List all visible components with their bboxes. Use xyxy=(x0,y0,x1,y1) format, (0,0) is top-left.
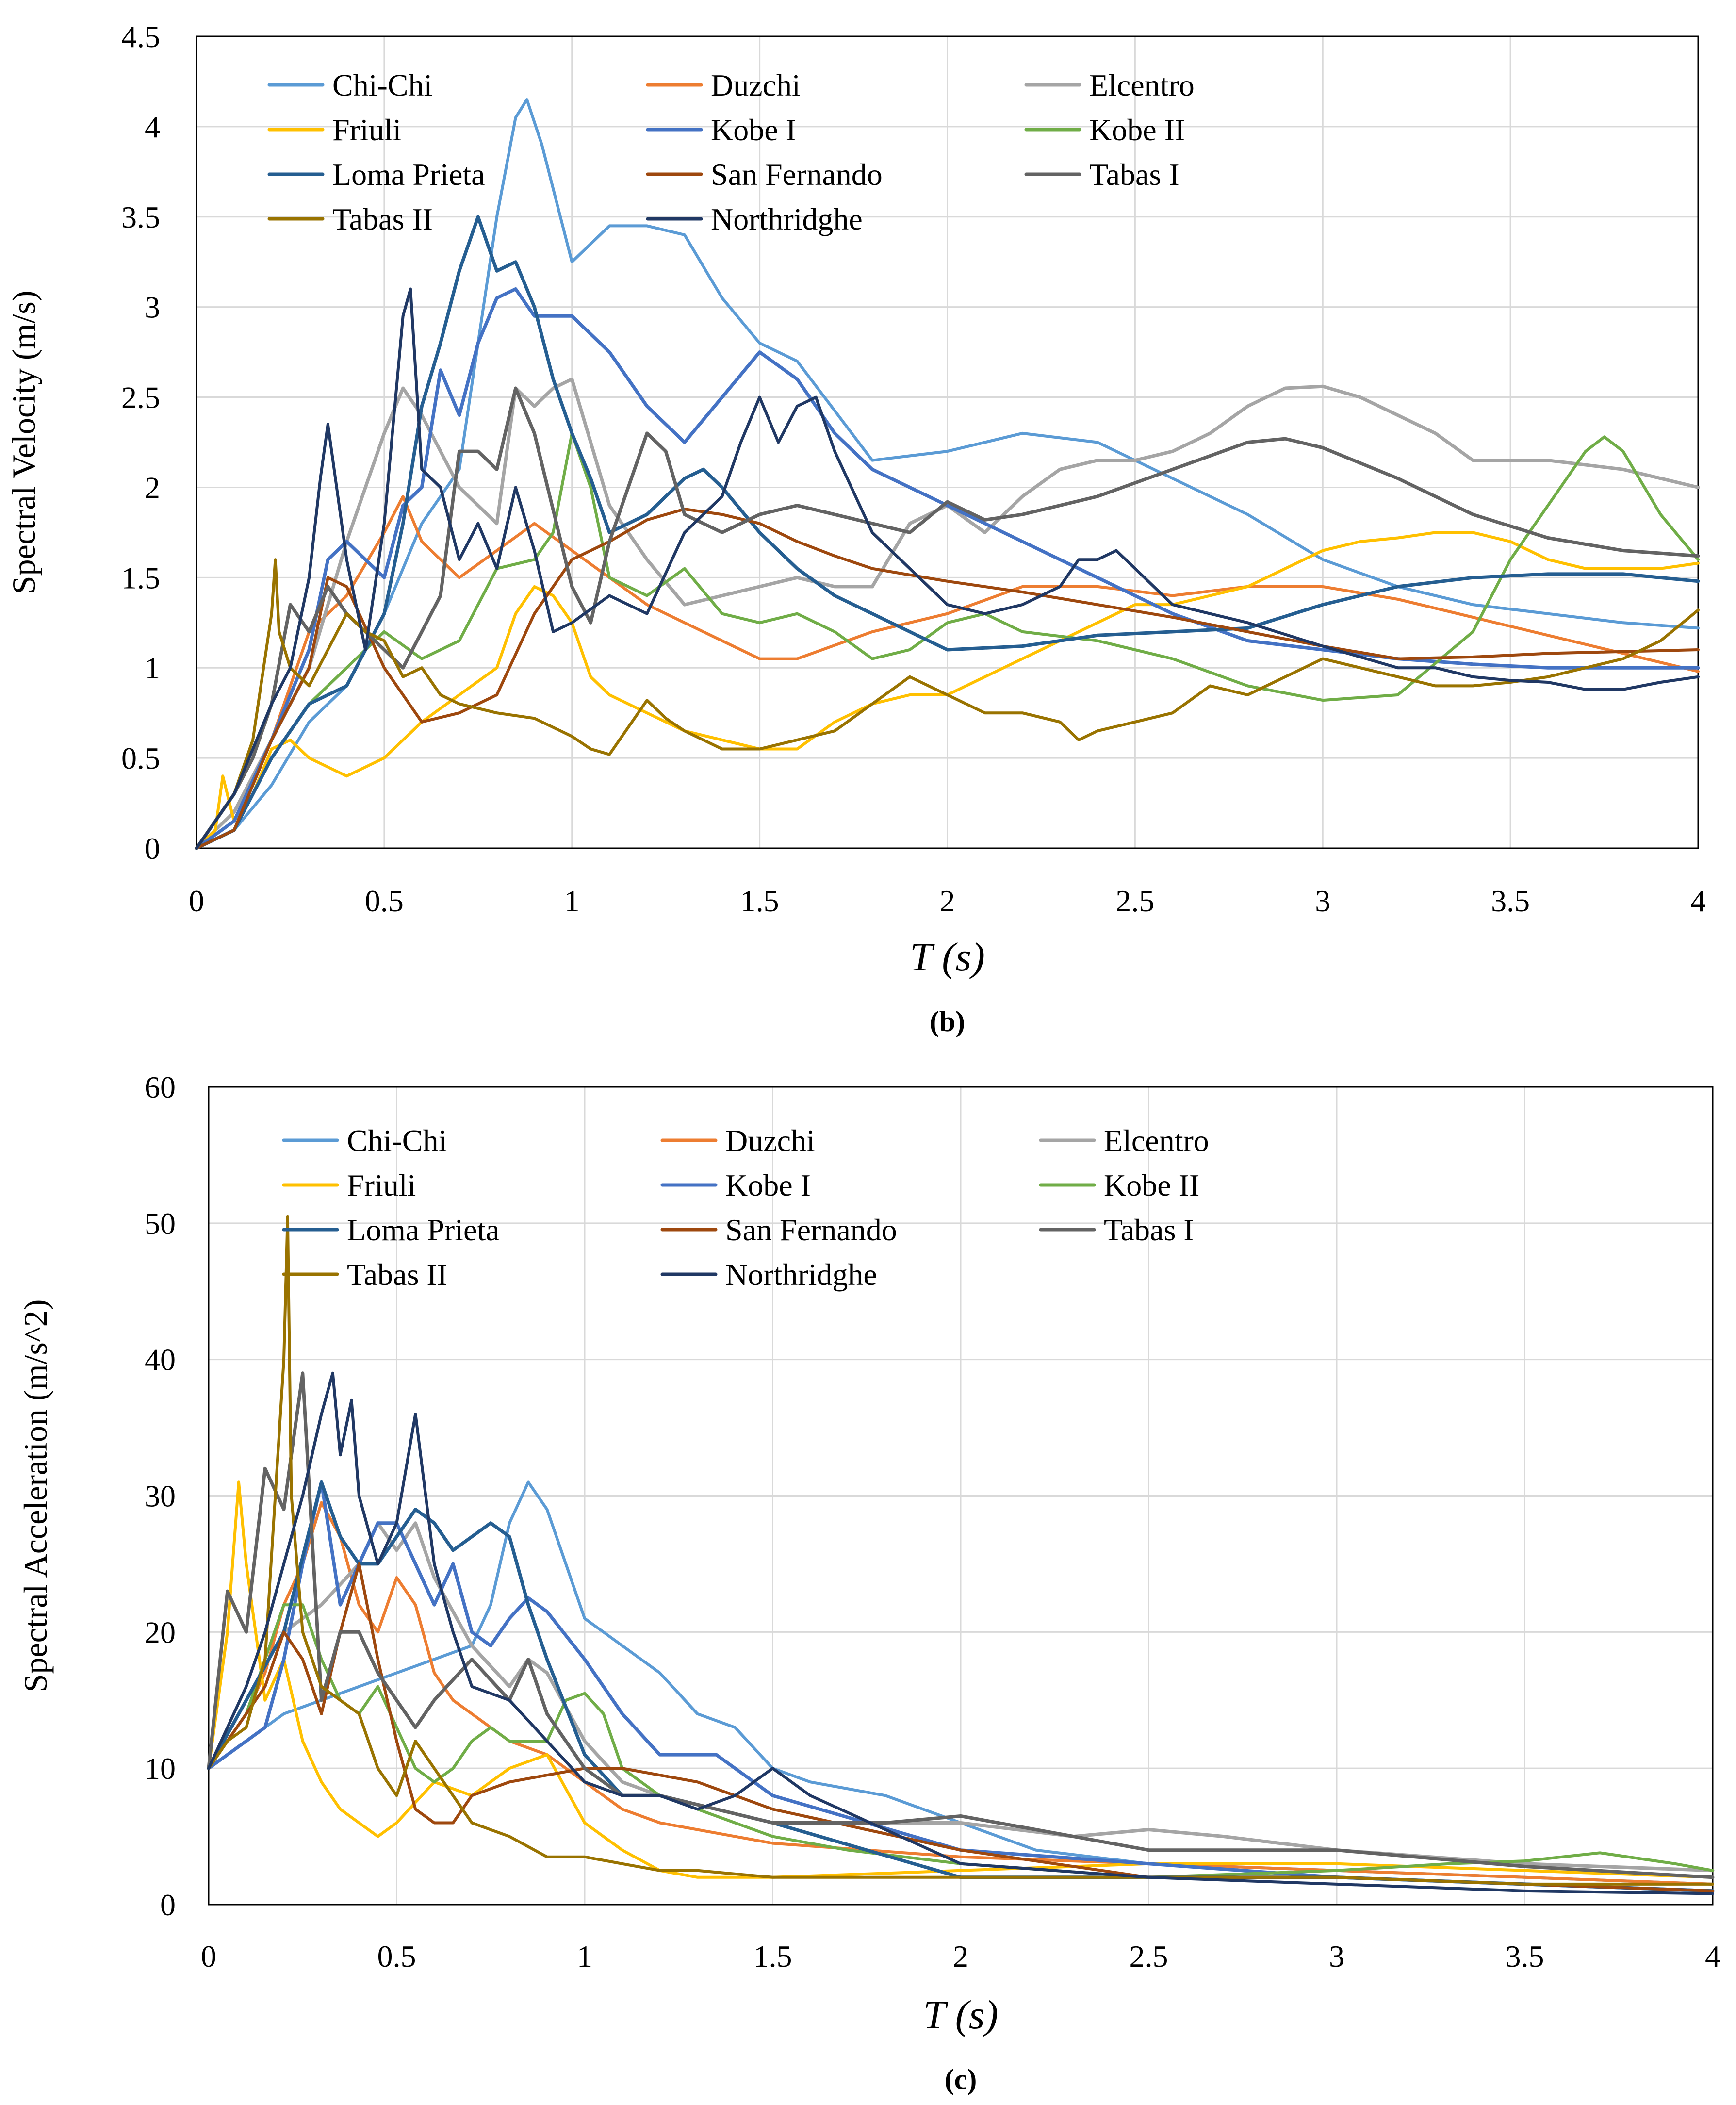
panel-b-y-tick-labels: 0 0.5 1 1.5 2 2.5 3 3.5 4 4.5 xyxy=(121,19,160,866)
panel-b-y-tick-label: 0 xyxy=(145,831,160,866)
panel-c-y-axis-label: Spectral Acceleration (m/s^2) xyxy=(17,1299,54,1693)
panel-c-y-tick-labels: 0 10 20 30 40 50 60 xyxy=(145,1070,176,1922)
panel-c-x-tick-label: 2 xyxy=(953,1939,968,1973)
panel-c-series-elcentro-line xyxy=(207,1521,1715,1873)
panel-b-x-tick-label: 3.5 xyxy=(1491,884,1530,918)
panel-b-legend-label-kobe-i: Kobe I xyxy=(711,113,796,147)
panel-b-caption: (b) xyxy=(930,1005,965,1037)
panel-b-x-tick-label: 1 xyxy=(564,884,580,918)
panel-b-legend-label-tabas-ii: Tabas II xyxy=(332,202,433,236)
panel-b-x-tick-label: 0 xyxy=(189,884,204,918)
panel-c-y-tick-label: 10 xyxy=(145,1751,176,1786)
panel-c-series-layer xyxy=(207,1215,1715,1895)
panel-c-legend-label-san-fernando: San Fernando xyxy=(725,1213,897,1247)
panel-c-x-axis-label: T (s) xyxy=(923,1992,999,2038)
panel-c-series-tabas-i-line xyxy=(207,1371,1715,1879)
panel-c-x-tick-label: 1.5 xyxy=(753,1939,792,1973)
panel-c-y-tick-label: 50 xyxy=(145,1206,176,1241)
panel-b-series-friuli-line xyxy=(195,531,1700,850)
panel-c-y-tick-label: 20 xyxy=(145,1615,176,1649)
panel-c-y-tick-label: 40 xyxy=(145,1343,176,1377)
panel-b-plot-area xyxy=(196,35,1699,849)
panel-b-legend-label-chi-chi: Chi-Chi xyxy=(332,68,432,102)
panel-b-legend-label-duzchi: Duzchi xyxy=(711,68,801,102)
panel-b-legend-label-san-fernando: San Fernando xyxy=(711,157,883,192)
panel-c-spectral-acceleration-chart: 0 0.5 1 1.5 2 2.5 3 3.5 4 0 10 20 30 40 50 60 Spectral… xyxy=(17,1070,1720,2095)
panel-c-legend-label-friuli: Friuli xyxy=(347,1168,416,1202)
panel-b-x-tick-labels: 0 0.5 1 1.5 2 2.5 3 3.5 4 xyxy=(189,884,1706,918)
panel-b-x-tick-label: 4 xyxy=(1690,884,1706,918)
panel-c-x-tick-label: 1 xyxy=(577,1939,592,1973)
panel-c-series-friuli-line xyxy=(207,1480,1714,1879)
panel-b-legend-label-tabas-i: Tabas I xyxy=(1089,157,1179,192)
panel-b-series-kobe-ii-line xyxy=(195,431,1700,850)
panel-c-legend-label-tabas-ii: Tabas II xyxy=(347,1257,447,1292)
panel-b-y-tick-label: 2 xyxy=(145,470,160,505)
panel-c-legend-label-chi-chi: Chi-Chi xyxy=(347,1123,447,1158)
panel-b-y-tick-label: 3.5 xyxy=(121,200,160,234)
panel-b-x-tick-label: 1.5 xyxy=(740,884,779,918)
panel-b-legend-label-kobe-ii: Kobe II xyxy=(1089,113,1185,147)
panel-c-legend-label-kobe-i: Kobe I xyxy=(725,1168,811,1202)
panel-c-x-tick-label: 4 xyxy=(1705,1939,1720,1973)
panel-c-y-tick-label: 60 xyxy=(145,1070,176,1104)
panel-b-legend-label-elcentro: Elcentro xyxy=(1089,68,1195,102)
panel-c-plot-area xyxy=(208,1086,1714,1906)
panel-c-legend-label-tabas-i: Tabas I xyxy=(1104,1213,1194,1247)
panel-c-y-tick-label: 30 xyxy=(145,1479,176,1513)
panel-b-x-axis-label: T (s) xyxy=(910,935,985,980)
panel-c-caption: (c) xyxy=(945,2063,977,2095)
panel-b-y-tick-label: 0.5 xyxy=(121,741,160,775)
panel-b-series-kobe-i-line xyxy=(195,287,1700,850)
panel-b-series-layer xyxy=(195,98,1700,850)
panel-c-x-tick-label: 0.5 xyxy=(377,1939,416,1973)
panel-c-series-chi-chi-line xyxy=(207,1480,1714,1886)
panel-b-y-tick-label: 4 xyxy=(145,110,160,144)
panel-b-y-axis-label: Spectral Velocity (m/s) xyxy=(5,291,42,594)
panel-c-legend-label-duzchi: Duzchi xyxy=(725,1123,815,1158)
panel-b-y-tick-label: 4.5 xyxy=(121,19,160,54)
panel-c-legend-label-loma-prieta: Loma Prieta xyxy=(347,1213,500,1247)
panel-b-series-duzchi-line xyxy=(195,495,1700,850)
panel-c-legend-label-kobe-ii: Kobe II xyxy=(1104,1168,1199,1202)
panel-b-series-tabas-i-line xyxy=(195,386,1700,850)
panel-c-series-northridghe-line xyxy=(207,1371,1714,1895)
panel-b-x-tick-label: 2.5 xyxy=(1115,884,1154,918)
panel-c-legend-label-elcentro: Elcentro xyxy=(1104,1123,1209,1158)
panel-b-y-tick-label: 3 xyxy=(145,290,160,325)
panel-b-y-tick-label: 1.5 xyxy=(121,560,160,595)
panel-c-x-tick-label: 3 xyxy=(1329,1939,1344,1973)
panel-b-legend-label-northridghe: Northridghe xyxy=(711,202,863,236)
panel-b-y-tick-label: 1 xyxy=(145,651,160,685)
panel-b-spectral-velocity-chart: 0 0.5 1 1.5 2 2.5 3 3.5 4 0 0.5 1 1.5 2 2.5 3 3.5 4 4.5 S… xyxy=(5,19,1706,1037)
panel-c-x-tick-labels: 0 0.5 1 1.5 2 2.5 3 3.5 4 xyxy=(201,1939,1720,1973)
panel-c-x-tick-label: 3.5 xyxy=(1506,1939,1544,1973)
panel-b-legend-label-loma-prieta: Loma Prieta xyxy=(332,157,485,192)
panel-c-series-tabas-ii-line xyxy=(207,1215,1714,1886)
panel-c-x-tick-label: 2.5 xyxy=(1130,1939,1168,1973)
panel-b-series-northridghe-line xyxy=(195,287,1700,850)
panel-c-x-tick-label: 0 xyxy=(201,1939,216,1973)
panel-b-legend: Chi-Chi Duzchi Elcentro Friuli Kobe I Kobe II… xyxy=(267,68,1195,236)
panel-b-x-tick-label: 3 xyxy=(1315,884,1330,918)
panel-b-x-tick-label: 0.5 xyxy=(365,884,404,918)
panel-b-x-tick-label: 2 xyxy=(940,884,955,918)
panel-c-legend: Chi-Chi Duzchi Elcentro Friuli Kobe I Kobe II… xyxy=(282,1123,1209,1292)
panel-b-series-tabas-ii-line xyxy=(195,558,1700,850)
panel-b-legend-label-friuli: Friuli xyxy=(332,113,401,147)
panel-c-legend-label-northridghe: Northridghe xyxy=(725,1257,877,1292)
panel-b-y-tick-label: 2.5 xyxy=(121,380,160,415)
panel-c-y-tick-label: 0 xyxy=(160,1888,176,1922)
